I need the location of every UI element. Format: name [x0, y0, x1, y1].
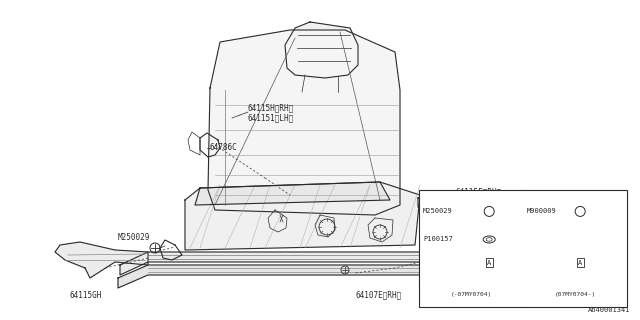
Text: 64115F〈RH〉: 64115F〈RH〉: [455, 188, 501, 196]
Polygon shape: [55, 242, 148, 278]
Polygon shape: [195, 182, 390, 205]
Text: P100157: P100157: [423, 236, 453, 243]
Text: A: A: [487, 260, 492, 266]
Text: (-07MY0704): (-07MY0704): [451, 292, 492, 297]
Polygon shape: [118, 265, 510, 288]
Text: 64107E〈RH〉: 64107E〈RH〉: [355, 291, 401, 300]
Text: 64115G〈LH〉: 64115G〈LH〉: [455, 197, 501, 206]
Polygon shape: [120, 252, 510, 275]
Text: A: A: [461, 218, 465, 227]
Text: 64115GH: 64115GH: [70, 291, 102, 300]
Text: 64115H〈RH〉: 64115H〈RH〉: [248, 103, 294, 113]
Text: 64786C: 64786C: [210, 143, 237, 153]
Text: M900009: M900009: [527, 208, 557, 214]
Bar: [419, 190, 627, 307]
Polygon shape: [285, 22, 358, 78]
Text: M250029: M250029: [118, 234, 150, 243]
Text: A640001341: A640001341: [588, 307, 630, 313]
Text: M250029: M250029: [423, 208, 453, 214]
Polygon shape: [185, 182, 420, 250]
Text: 641151〈LH〉: 641151〈LH〉: [248, 114, 294, 123]
Polygon shape: [208, 30, 400, 215]
Text: (07MY0704-): (07MY0704-): [555, 292, 596, 297]
Text: A: A: [578, 260, 582, 266]
